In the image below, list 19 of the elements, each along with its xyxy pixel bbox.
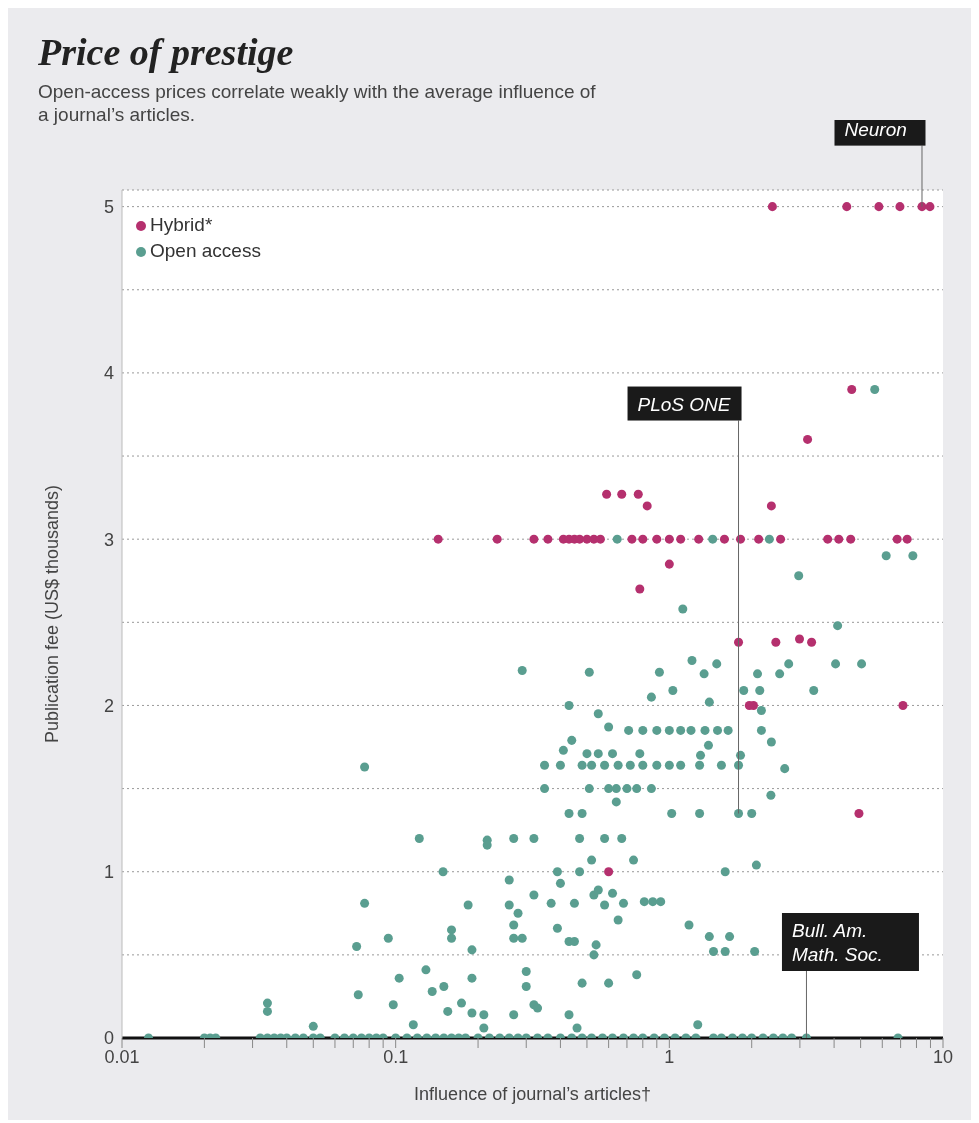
y-tick-label: 2	[103, 695, 114, 716]
x-axis-title: Influence of journal’s articles†	[414, 1084, 651, 1104]
x-tick-label: 1	[664, 1046, 675, 1067]
x-tick-label: 0.1	[383, 1046, 409, 1067]
y-tick-label: 5	[103, 197, 114, 218]
y-tick-label: 4	[103, 363, 114, 384]
y-tick-label: 3	[103, 529, 114, 550]
y-tick-label: 1	[103, 862, 114, 883]
y-tick-label: 0	[103, 1028, 114, 1049]
y-axis-title: Publication fee (US$ thousands)	[42, 484, 63, 744]
legend-label: Hybrid*	[150, 214, 213, 235]
legend-label: Open access	[150, 240, 261, 261]
x-tick-label: 10	[932, 1046, 954, 1067]
annotation: Bull. Am. Math. Soc.	[791, 920, 883, 965]
annotation: Neuron	[844, 118, 907, 140]
chart-subtitle: Open-access prices correlate weakly with the average influence of a journal’s articles.	[38, 80, 597, 126]
chart-title: Price of prestige	[38, 30, 295, 74]
annotation: PLoS ONE	[637, 393, 731, 415]
x-tick-label: 0.01	[104, 1046, 140, 1067]
